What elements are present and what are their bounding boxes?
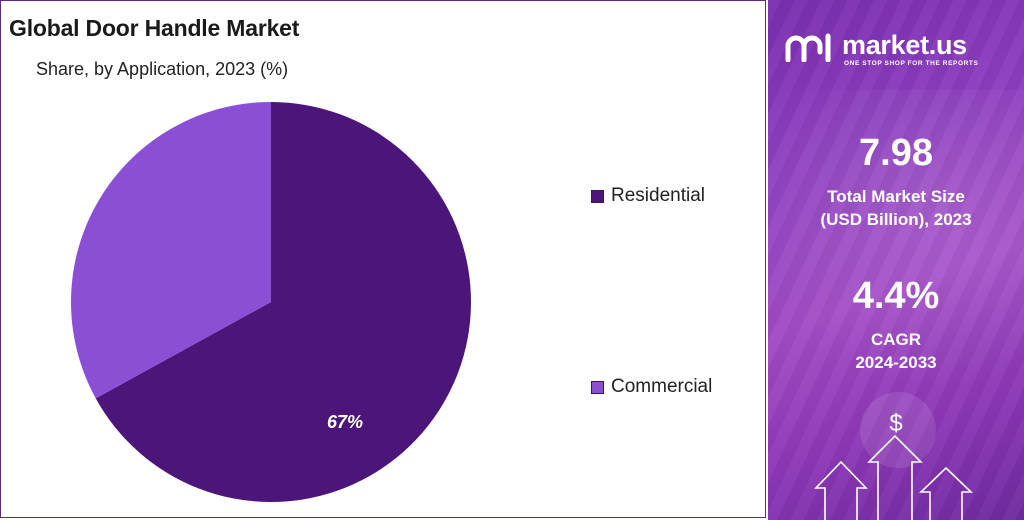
market-size-label-line1: Total Market Size [827,187,965,206]
market-us-logo-icon [785,33,831,62]
chart-subtitle: Share, by Application, 2023 (%) [36,59,289,79]
legend-label-residential: Residential [611,185,705,206]
market-size-value: 7.98 [859,132,933,174]
legend-item-residential: Residential [591,185,705,207]
growth-arrows-icon: $ [814,392,973,520]
dollar-symbol: $ [889,410,902,437]
brand-name: market.us [842,30,967,60]
pie-chart: 67% [70,101,472,502]
brand: market.us ONE STOP SHOP FOR THE REPORTS [784,28,1014,68]
cagr-stat: 4.4% CAGR 2024-2033 [768,275,1024,374]
legend-swatch-commercial [591,380,604,394]
summary-panel: market.us ONE STOP SHOP FOR THE REPORTS … [768,0,1024,520]
cagr-label: CAGR [870,330,922,349]
chart-title: Global Door Handle Market [9,15,300,41]
cagr-value: 4.4% [852,275,940,317]
legend-label-commercial: Commercial [611,376,713,397]
market-size-label-line2: (USD Billion), 2023 [820,210,972,229]
legend-item-commercial: Commercial [591,376,712,398]
brand-tagline: ONE STOP SHOP FOR THE REPORTS [844,60,979,67]
pie-slice-commercial [70,101,271,399]
data-label-residential: 67% [327,412,363,432]
pie-slice-residential [95,102,472,502]
cagr-period: 2024-2033 [855,353,937,372]
market-size-stat: 7.98 Total Market Size (USD Billion), 20… [768,132,1024,231]
chart-panel: Global Door Handle Market Share, by Appl… [0,0,766,518]
legend-swatch-residential [591,189,604,203]
